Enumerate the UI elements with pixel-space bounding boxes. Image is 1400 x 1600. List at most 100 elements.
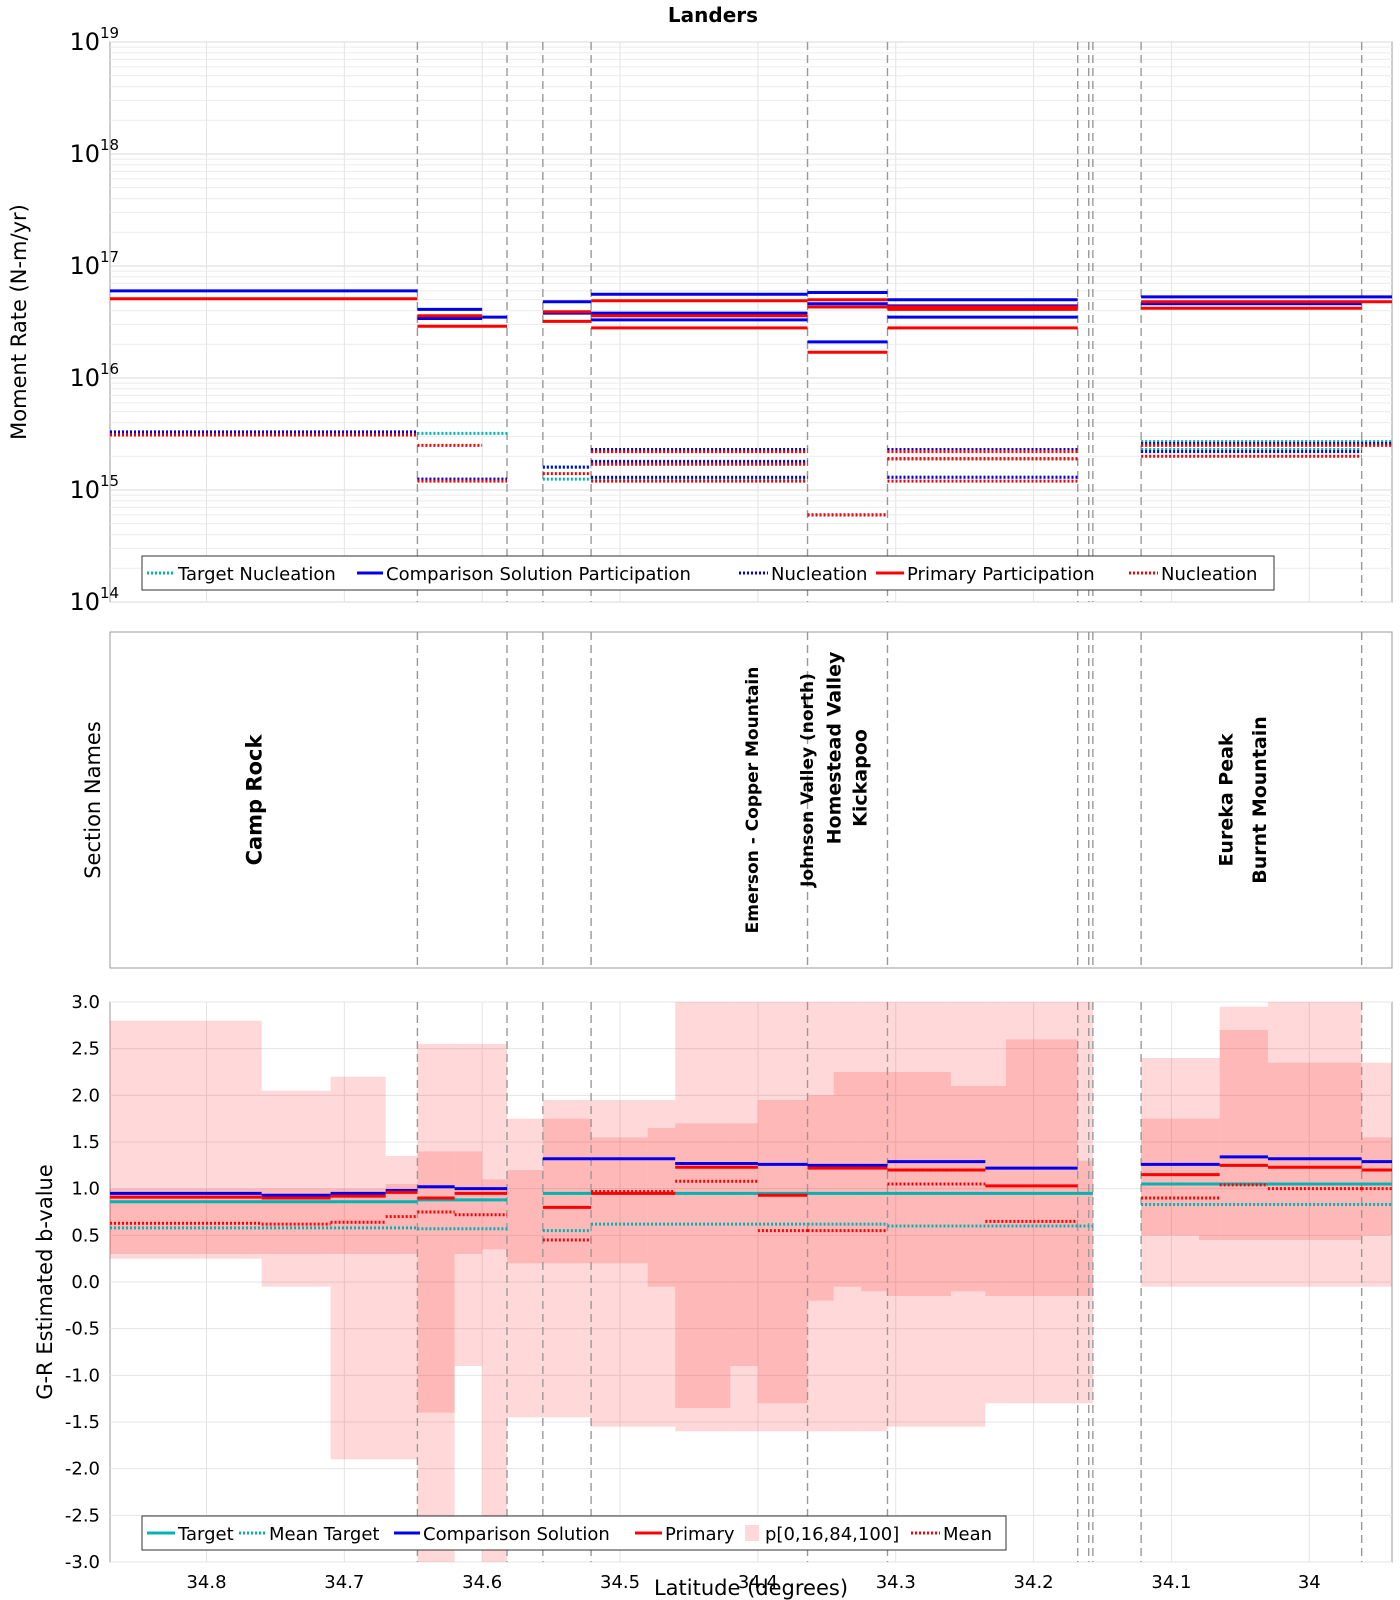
y-tick-exponent: 16 xyxy=(100,360,119,378)
x-tick-label: 34 xyxy=(1298,1572,1321,1593)
percentile-band-outer xyxy=(757,1002,808,1432)
moment-rate-plot-area xyxy=(109,41,1393,603)
latitude-xlabel: Latitude (degrees) xyxy=(654,1576,848,1600)
percentile-band-outer xyxy=(1006,1002,1078,1404)
x-tick-label: 34.6 xyxy=(462,1572,502,1593)
y-tick-label: 10 xyxy=(69,28,100,56)
percentile-band-inner xyxy=(261,1188,331,1254)
y-tick-label: 3.0 xyxy=(71,992,100,1013)
y-tick-label: 1.0 xyxy=(71,1179,100,1200)
percentile-band-inner xyxy=(417,1151,455,1413)
percentile-band-outer xyxy=(330,1076,386,1460)
y-tick-label: 1.5 xyxy=(71,1132,100,1153)
percentile-band-outer xyxy=(417,1044,455,1562)
section-name: Johnson Valley (north) xyxy=(798,673,818,888)
y-tick-label: 10 xyxy=(69,364,100,392)
y-tick-label: 0.5 xyxy=(71,1225,100,1246)
percentile-band-outer xyxy=(1219,1006,1268,1287)
percentile-band-outer xyxy=(1267,1002,1362,1287)
x-tick-label: 34.1 xyxy=(1151,1572,1191,1593)
y-tick-label: -1.0 xyxy=(65,1365,100,1386)
section-name: Burnt Mountain xyxy=(1249,716,1271,884)
y-tick-label: -2.5 xyxy=(65,1505,100,1526)
y-tick-label: 2.0 xyxy=(71,1085,100,1106)
b-value-ylabel: G-R Estimated b-value xyxy=(33,1164,57,1400)
percentile-band-inner xyxy=(542,1118,592,1264)
percentile-band-inner xyxy=(887,1072,910,1296)
percentile-band-outer xyxy=(507,1118,543,1418)
percentile-band-outer xyxy=(807,1002,834,1432)
percentile-band-outer xyxy=(1361,1062,1392,1287)
percentile-band-outer xyxy=(1141,1058,1200,1287)
legend-mean: Mean xyxy=(943,1524,992,1545)
percentile-band-outer xyxy=(833,1002,862,1432)
percentile-band-outer xyxy=(385,1156,418,1460)
percentile-band-inner xyxy=(1361,1137,1392,1236)
percentile-band-inner xyxy=(591,1137,648,1264)
x-tick-label: 34.5 xyxy=(600,1572,640,1593)
x-tick-label: 34.8 xyxy=(186,1572,226,1593)
percentile-band-outer xyxy=(675,1002,731,1432)
y-tick-label: 10 xyxy=(69,140,100,168)
y-tick-label: -3.0 xyxy=(65,1552,100,1573)
percentile-band-inner xyxy=(807,1095,834,1301)
section-names-ylabel: Section Names xyxy=(81,721,105,879)
percentile-band-outer xyxy=(542,1100,592,1418)
moment-rate-ylabel: Moment Rate (N-m/yr) xyxy=(7,204,31,440)
y-tick-exponent: 14 xyxy=(100,584,119,602)
legend-mean-target: Mean Target xyxy=(269,1524,379,1545)
y-tick-exponent: 19 xyxy=(100,24,119,42)
section-name: Kickapoo xyxy=(849,729,871,827)
section-name: Camp Rock xyxy=(243,734,267,866)
percentile-band-inner xyxy=(1077,1160,1093,1296)
legend-comparison-solution: Comparison Solution xyxy=(423,1524,610,1545)
x-tick-label: 34.3 xyxy=(876,1572,916,1593)
legend-swatch-percentile xyxy=(745,1525,759,1541)
percentile-band-outer xyxy=(1199,1058,1220,1287)
percentile-band-inner xyxy=(757,1100,808,1404)
y-tick-label: 10 xyxy=(69,476,100,504)
percentile-band-inner xyxy=(1267,1062,1362,1240)
legend-comparison-participation: Comparison Solution Participation xyxy=(386,564,691,585)
y-tick-exponent: 15 xyxy=(100,472,119,490)
percentile-band-outer xyxy=(950,1002,986,1427)
percentile-band-inner xyxy=(833,1072,862,1287)
legend-comparison-nucleation: Nucleation xyxy=(771,564,867,585)
percentile-band-inner xyxy=(1141,1118,1200,1236)
percentile-band-outer xyxy=(454,1044,483,1366)
percentile-band-outer xyxy=(482,1044,508,1562)
section-name: Eureka Peak xyxy=(1215,733,1237,866)
legend-primary-participation: Primary Participation xyxy=(907,564,1095,585)
legend-box xyxy=(141,1515,1007,1551)
percentile-band-outer xyxy=(591,1100,648,1427)
percentile-band-outer xyxy=(261,1090,331,1287)
percentile-band-inner xyxy=(985,1086,1007,1296)
percentile-band-outer xyxy=(861,1002,888,1432)
x-tick-label: 34.4 xyxy=(738,1572,778,1593)
x-tick-label: 34.2 xyxy=(1014,1572,1054,1593)
percentile-band-inner xyxy=(1219,1030,1268,1240)
section-name: Emerson - Copper Mountain xyxy=(743,667,763,934)
y-tick-label: 10 xyxy=(69,252,100,280)
legend-target: Target xyxy=(177,1524,234,1545)
section-names-plot-area xyxy=(109,631,1393,969)
percentile-band-inner xyxy=(385,1184,418,1254)
b-value-panel: 3.0 2.5 2.0 1.5 1.0 0.5 0.0 -0.5 -1.0 -1.5 -2.0 -2.… xyxy=(65,992,1393,1593)
legend-percentile: p[0,16,84,100] xyxy=(765,1524,899,1545)
percentile-band-inner xyxy=(730,1123,758,1366)
b-value-legend: Target Mean Target Comparison Solution P… xyxy=(141,1515,1007,1551)
percentile-band-outer xyxy=(887,1002,910,1427)
y-tick-label: 10 xyxy=(69,588,100,616)
percentile-band-inner xyxy=(110,1188,262,1254)
y-tick-label: 0.0 xyxy=(71,1272,100,1293)
y-tick-label: 2.5 xyxy=(71,1039,100,1060)
y-tick-exponent: 17 xyxy=(100,248,119,266)
legend-primary-nucleation: Nucleation xyxy=(1161,564,1257,585)
percentile-band-outer xyxy=(985,1002,1007,1404)
moment-rate-legend: Target Nucleation Comparison Solution Pa… xyxy=(141,555,1275,591)
y-tick-label: -2.0 xyxy=(65,1459,100,1480)
legend-primary: Primary xyxy=(665,1524,735,1545)
percentile-band-inner xyxy=(647,1128,676,1287)
